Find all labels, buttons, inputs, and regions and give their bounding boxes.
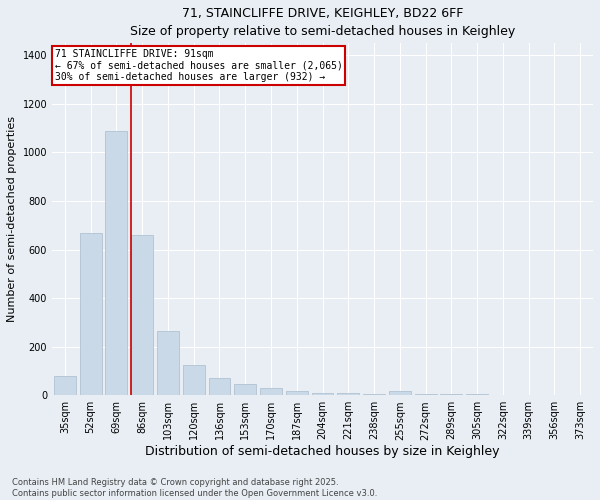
Text: Contains HM Land Registry data © Crown copyright and database right 2025.
Contai: Contains HM Land Registry data © Crown c… (12, 478, 377, 498)
Bar (80, 232, 101, 395)
Bar (183, 365, 205, 395)
Bar (286, 391, 308, 395)
Bar (363, 394, 385, 395)
Bar (337, 394, 359, 395)
Bar (157, 331, 179, 395)
Bar (54, 376, 76, 395)
Bar (311, 392, 334, 395)
Bar (234, 384, 256, 395)
Bar (131, 235, 153, 395)
Bar (415, 394, 437, 395)
Bar (209, 378, 230, 395)
Text: 71 STAINCLIFFE DRIVE: 91sqm
← 67% of semi-detached houses are smaller (2,065)
30: 71 STAINCLIFFE DRIVE: 91sqm ← 67% of sem… (55, 48, 343, 82)
X-axis label: Distribution of semi-detached houses by size in Keighley: Distribution of semi-detached houses by … (145, 445, 500, 458)
Title: 71, STAINCLIFFE DRIVE, KEIGHLEY, BD22 6FF
Size of property relative to semi-deta: 71, STAINCLIFFE DRIVE, KEIGHLEY, BD22 6F… (130, 7, 515, 38)
Bar (260, 388, 282, 395)
Y-axis label: Number of semi-detached properties: Number of semi-detached properties (7, 116, 17, 322)
Bar (389, 392, 411, 395)
Bar (466, 394, 488, 395)
Bar (440, 394, 462, 395)
Bar (106, 130, 127, 395)
